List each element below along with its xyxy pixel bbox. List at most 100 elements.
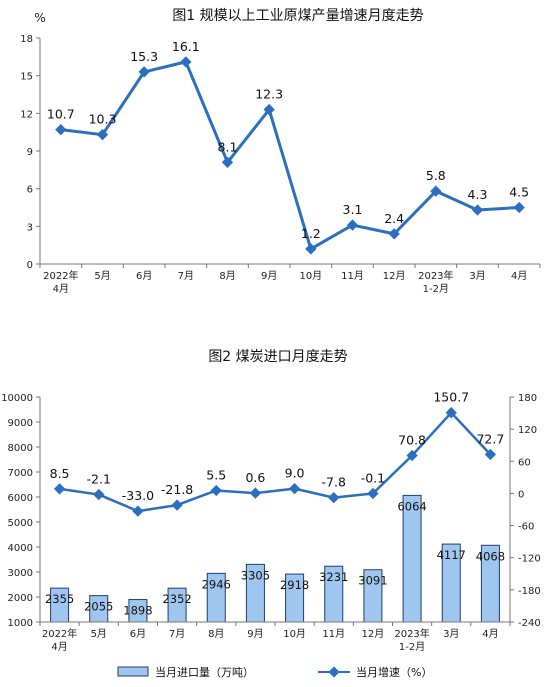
chart2-point [445,407,457,419]
chart2-x-tick-label: 4月 [482,628,498,640]
chart2-y-tick-label-left: 8000 [8,443,33,454]
chart2-x-tick-label: 7月 [169,628,185,640]
chart2-line-label: 9.0 [285,466,305,481]
chart1-series-line [60,60,520,251]
chart1-point [430,185,442,197]
chart2-point [210,484,222,497]
chart1-data-label: 12.3 [255,87,283,102]
legend-bar-swatch [117,666,149,677]
chart2-line-labels: 8.5 -2.1 -33.0 -21.8 5.5 0.6 9.0 -7.8 -0.1 70.8 15… [50,390,505,503]
chart2-point [132,505,144,517]
chart1-data-label: 4.5 [509,185,529,200]
chart1-point [180,56,192,68]
chart2-y-axis-left: 1000 2000 3000 4000 5000 6000 7000 8000 9000 1000… [1,393,41,629]
chart2-y-tick-label-left: 1000 [8,618,33,629]
chart1-data-label: 4.3 [468,187,488,202]
chart1-y-tick-label: 0 [27,260,33,271]
chart1-y-axis: 0 3 6 9 12 15 18 [20,34,41,271]
chart2-line-label: -0.1 [361,470,385,485]
chart2-point [93,488,105,501]
chart1-x-tick-label: 11月 [341,270,364,282]
chart1-x-tick-label: 6月 [136,270,152,282]
chart2-line-label: -33.0 [122,488,154,503]
chart2-bar [402,494,422,623]
chart2-y-tick-label-left: 7000 [8,468,33,479]
chart2-x-tick-label: 5月 [91,628,107,640]
chart2-legend: 当月进口量（万吨） 当月增速（%） [117,665,432,679]
chart2-line-label: -21.8 [161,482,193,497]
chart1-unit-label: % [34,11,45,25]
chart2-y-tick-label-left: 5000 [8,518,33,529]
chart2-y-tick-label-right: -120 [518,554,541,565]
chart2-line-label: 0.6 [245,470,265,485]
chart1-data-label: 15.3 [130,49,158,64]
chart2-y-tick-label-left: 6000 [8,493,33,504]
chart2-x-tick-label: 1-2月 [399,641,425,653]
chart1-y-tick-label: 18 [20,34,33,45]
chart2-point [288,482,301,495]
chart2-bar-label: 3305 [241,568,270,582]
chart2-line-label: 72.7 [476,431,504,446]
chart2-y-axis-right: -240 -180 -120 -60 0 60 120 180 [509,393,541,629]
chart1-data-label: 2.4 [384,211,404,226]
chart2-y-tick-label-left: 9000 [8,418,33,429]
chart2-point [249,487,262,499]
chart2-y-tick-label-right: -60 [518,522,534,533]
chart2-bar-label: 4117 [437,548,466,562]
chart2-title: 图2 煤炭进口月度走势 [208,349,347,365]
chart1-data-label: 5.8 [426,168,446,183]
chart2-line-label: -2.1 [87,472,111,487]
legend-line-marker [328,666,340,678]
chart2-point [367,487,379,500]
chart2-line-label: 150.7 [433,390,469,405]
chart2-y-tick-label-right: -180 [518,586,541,597]
chart2-x-tick-label: 11月 [322,628,345,640]
chart2-point [53,483,66,495]
chart2-bar-label: 6064 [397,499,426,513]
chart2-y-tick-label-right: 0 [518,489,524,500]
chart2-x-tick-label: 4月 [51,641,67,653]
chart1-y-tick-label: 12 [20,109,33,120]
chart1-data-label: 3.1 [343,202,363,217]
chart2-point [328,491,340,504]
chart2-bar-label: 1898 [123,604,152,618]
chart2-bar-label: 4068 [476,549,505,563]
chart2-x-tick-label: 3月 [443,628,459,640]
chart2-series-line [59,411,492,513]
chart1-point [346,219,359,231]
chart2-y-tick-label-left: 3000 [8,568,33,579]
chart2-point [171,499,183,511]
chart1-y-tick-label: 9 [27,147,33,158]
chart1-x-tick-label: 12月 [383,270,406,282]
chart2-y-tick-label-right: 180 [518,393,537,404]
chart1-x-tick-label: 2023年 [418,269,453,282]
chart1-point [471,204,484,216]
chart1-points [55,56,525,255]
chart1-point [221,156,234,168]
chart1-data-label: 10.7 [47,107,75,122]
chart2-bar-label: 2355 [45,592,74,606]
chart2: 图2 煤炭进口月度走势 2355 2055 1898 2352 2946 3305 2918… [1,349,541,679]
chart2-x-tick-label: 9月 [247,628,263,640]
chart1-point [305,243,317,255]
chart1-y-tick-label: 3 [27,222,33,233]
chart2-point [484,448,497,461]
chart1-y-tick-label: 15 [20,72,33,83]
chart1-data-label: 16.1 [172,39,200,54]
chart2-bar-label: 3091 [358,574,387,588]
chart2-line [59,411,492,513]
chart2-x-tick-label: 2023年 [394,627,429,640]
chart1-title: 图1 规模以上工业原煤产量增速月度走势 [172,8,423,24]
chart2-y-tick-label-left: 4000 [8,543,33,554]
chart1-x-tick-label: 4月 [511,270,527,282]
chart2-y-tick-label-right: 60 [518,457,531,468]
chart2-x-tick-label: 6月 [130,628,146,640]
chart1-data-label: 1.2 [301,226,321,241]
chart2-bars [50,494,500,623]
chart2-bar-label: 2918 [280,578,309,592]
chart2-bar-labels: 2355 2055 1898 2352 2946 3305 2918 3231 3091 6064… [45,499,505,617]
chart1-data-label: 8.1 [218,139,238,154]
chart2-x-tick-label: 12月 [362,628,385,640]
